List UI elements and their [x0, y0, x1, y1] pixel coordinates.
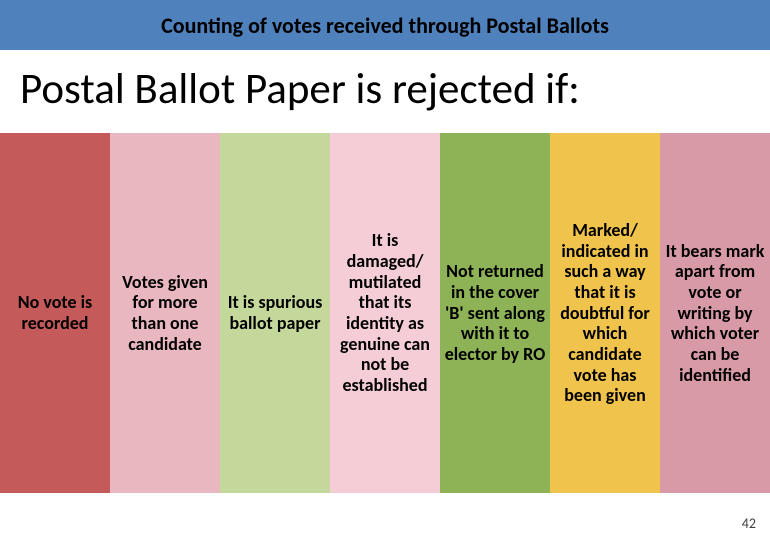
rejection-text-1: Votes given for more than one candidate [114, 272, 216, 355]
rejection-text-3: It is damaged/ mutilated that its identi… [334, 230, 436, 396]
rejection-column-2: It is spurious ballot paper [220, 133, 330, 493]
columns-area: No vote is recorded Votes given for more… [0, 133, 770, 493]
sub-heading: Postal Ballot Paper is rejected if: [0, 50, 770, 133]
rejection-text-5: Marked/ indicated in such a way that it … [554, 220, 656, 406]
header-bar: Counting of votes received through Posta… [0, 0, 770, 50]
rejection-column-6: It bears mark apart from vote or writing… [660, 133, 770, 493]
rejection-text-0: No vote is recorded [4, 292, 106, 333]
page-number: 42 [742, 515, 756, 532]
rejection-column-0: No vote is recorded [0, 133, 110, 493]
rejection-column-1: Votes given for more than one candidate [110, 133, 220, 493]
rejection-column-5: Marked/ indicated in such a way that it … [550, 133, 660, 493]
rejection-text-2: It is spurious ballot paper [224, 292, 326, 333]
header-title: Counting of votes received through Posta… [161, 12, 609, 39]
rejection-column-3: It is damaged/ mutilated that its identi… [330, 133, 440, 493]
rejection-text-4: Not returned in the cover 'B' sent along… [444, 261, 546, 364]
rejection-text-6: It bears mark apart from vote or writing… [664, 241, 766, 386]
rejection-column-4: Not returned in the cover 'B' sent along… [440, 133, 550, 493]
